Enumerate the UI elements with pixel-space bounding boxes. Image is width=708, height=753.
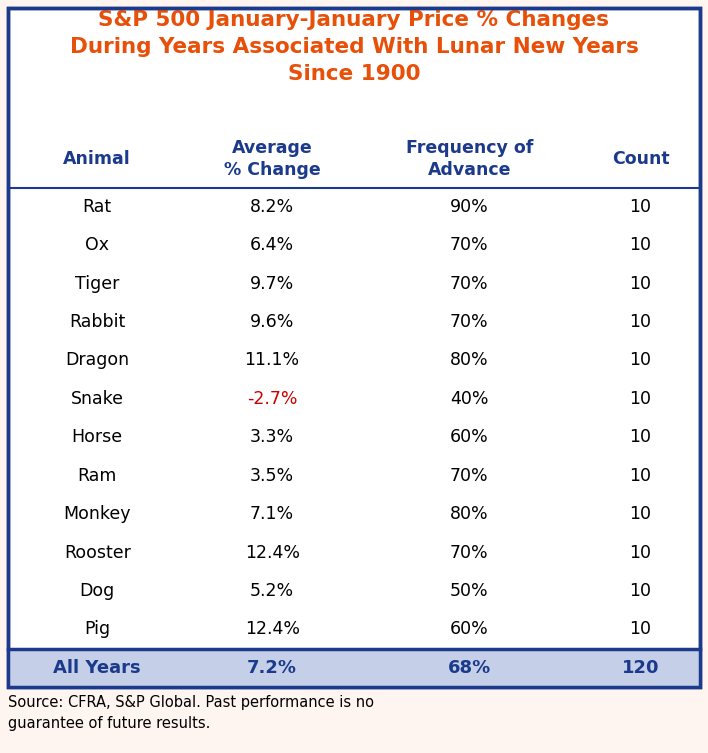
Text: 6.4%: 6.4%	[250, 236, 295, 255]
Text: Snake: Snake	[71, 390, 124, 408]
Text: 120: 120	[622, 659, 659, 677]
Text: 60%: 60%	[450, 620, 489, 639]
Text: 3.5%: 3.5%	[250, 467, 295, 485]
Text: All Years: All Years	[54, 659, 141, 677]
Text: S&P 500 January-January Price % Changes
During Years Associated With Lunar New Y: S&P 500 January-January Price % Changes …	[69, 10, 639, 84]
Text: 80%: 80%	[450, 352, 489, 370]
Text: 11.1%: 11.1%	[244, 352, 299, 370]
Text: Count: Count	[612, 150, 669, 168]
Text: 12.4%: 12.4%	[245, 544, 299, 562]
Text: 70%: 70%	[450, 544, 489, 562]
Text: Ox: Ox	[85, 236, 109, 255]
Text: -2.7%: -2.7%	[247, 390, 297, 408]
Text: 10: 10	[629, 275, 651, 293]
Text: Monkey: Monkey	[64, 505, 131, 523]
Text: 68%: 68%	[447, 659, 491, 677]
Text: 60%: 60%	[450, 428, 489, 447]
Text: 70%: 70%	[450, 467, 489, 485]
Text: 10: 10	[629, 352, 651, 370]
Text: Horse: Horse	[72, 428, 123, 447]
Text: Dog: Dog	[80, 582, 115, 600]
Text: Average
% Change: Average % Change	[224, 139, 321, 179]
Bar	[8, 648, 700, 687]
Text: 3.3%: 3.3%	[250, 428, 295, 447]
Text: 40%: 40%	[450, 390, 489, 408]
Text: Frequency of
Advance: Frequency of Advance	[406, 139, 533, 179]
Text: Rabbit: Rabbit	[69, 313, 125, 331]
Text: Rooster: Rooster	[64, 544, 131, 562]
Text: 7.1%: 7.1%	[250, 505, 295, 523]
Text: 90%: 90%	[450, 198, 489, 216]
Text: 5.2%: 5.2%	[250, 582, 295, 600]
Text: Source: CFRA, S&P Global. Past performance is no
guarantee of future results.: Source: CFRA, S&P Global. Past performan…	[8, 695, 374, 731]
Text: 10: 10	[629, 467, 651, 485]
Text: 10: 10	[629, 198, 651, 216]
Text: 10: 10	[629, 582, 651, 600]
Text: 8.2%: 8.2%	[250, 198, 295, 216]
Text: Animal: Animal	[64, 150, 131, 168]
Text: Pig: Pig	[84, 620, 110, 639]
Text: 9.7%: 9.7%	[250, 275, 295, 293]
Text: 10: 10	[629, 428, 651, 447]
Text: 70%: 70%	[450, 313, 489, 331]
Text: 10: 10	[629, 236, 651, 255]
Text: Dragon: Dragon	[65, 352, 130, 370]
Text: Ram: Ram	[78, 467, 117, 485]
Text: 7.2%: 7.2%	[247, 659, 297, 677]
Text: 10: 10	[629, 313, 651, 331]
Text: 70%: 70%	[450, 236, 489, 255]
Text: 10: 10	[629, 505, 651, 523]
Text: 10: 10	[629, 620, 651, 639]
Text: 10: 10	[629, 390, 651, 408]
Text: Tiger: Tiger	[75, 275, 120, 293]
Text: 9.6%: 9.6%	[250, 313, 295, 331]
Text: 10: 10	[629, 544, 651, 562]
Text: Rat: Rat	[83, 198, 112, 216]
Text: 70%: 70%	[450, 275, 489, 293]
Text: 80%: 80%	[450, 505, 489, 523]
Text: 50%: 50%	[450, 582, 489, 600]
Text: 12.4%: 12.4%	[245, 620, 299, 639]
